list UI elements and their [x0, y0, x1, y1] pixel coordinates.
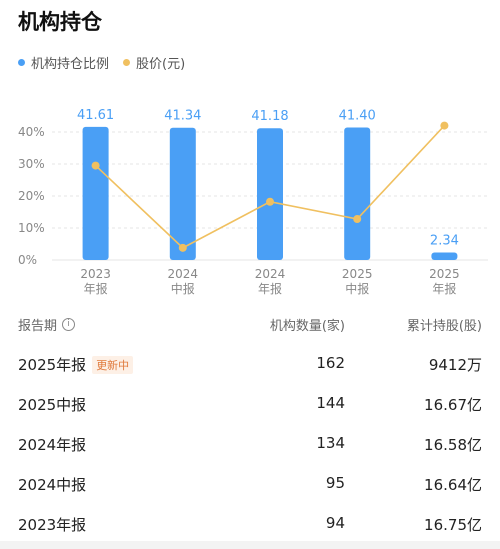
- legend-dot: [123, 59, 131, 66]
- chart-legend: 机构持仓比例 股价(元): [18, 53, 199, 72]
- price-point: [266, 197, 274, 206]
- x-tick-label-period: 中报: [171, 281, 195, 296]
- table-row[interactable]: 2025中报 144 16.67亿: [0, 384, 500, 424]
- bar: [344, 127, 371, 260]
- bar: [82, 126, 109, 261]
- legend-label: 机构持仓比例: [31, 57, 110, 72]
- x-tick-label-period: 年报: [84, 281, 108, 296]
- table-row[interactable]: 2024年报 134 16.58亿: [0, 424, 500, 464]
- page-title: 机构持仓: [18, 10, 102, 34]
- bar: [431, 252, 458, 260]
- holding-chart: 40% 30% 20% 10% 0% 41.61 41.34 41.18 41.40 2.34 20…: [18, 108, 488, 296]
- y-tick-label: 30%: [18, 157, 45, 171]
- row-period-cell: 2025中报: [18, 394, 86, 415]
- price-point: [353, 215, 362, 224]
- header-shares: 累计持股(股): [406, 319, 482, 334]
- row-shares: 16.75亿: [424, 516, 482, 534]
- row-shares: 9412万: [428, 356, 482, 374]
- row-period-cell: 2024中报: [18, 474, 86, 495]
- legend-item-holding-ratio[interactable]: 机构持仓比例: [18, 53, 109, 72]
- bar-data-label: 41.34: [164, 109, 201, 124]
- x-tick-label-period: 中报: [345, 281, 369, 296]
- y-tick-label: 40%: [18, 125, 45, 139]
- table-row[interactable]: 2025年报 更新中 162 9412万: [0, 344, 500, 384]
- header-count: 机构数量(家): [269, 319, 345, 334]
- bar: [169, 127, 196, 260]
- x-tick-label-year: 2023: [80, 267, 111, 281]
- row-period-cell: 2024年报: [18, 434, 86, 455]
- bar-data-label: 41.61: [77, 108, 114, 123]
- row-shares: 16.64亿: [424, 476, 482, 494]
- row-period: 2023年报: [18, 516, 87, 534]
- bar: [257, 128, 283, 260]
- x-tick-label-year: 2025: [342, 267, 373, 281]
- row-shares: 16.67亿: [424, 396, 482, 414]
- row-period-cell: 2025年报 更新中: [18, 354, 134, 375]
- row-shares: 16.58亿: [424, 436, 482, 454]
- x-tick-label-year: 2024: [168, 267, 199, 281]
- status-badge: 更新中: [92, 355, 134, 374]
- row-count: 134: [316, 434, 345, 452]
- row-period: 2024年报: [18, 436, 87, 454]
- table-row[interactable]: 2023年报 94 16.75亿: [0, 504, 500, 544]
- legend-item-stock-price[interactable]: 股价(元): [123, 53, 185, 72]
- row-period: 2025中报: [18, 396, 87, 414]
- bar-data-label: 41.18: [251, 109, 288, 124]
- x-tick-label-period: 年报: [258, 281, 282, 296]
- x-tick-label-year: 2025: [429, 267, 460, 281]
- price-point: [178, 243, 187, 252]
- bottom-divider: [0, 541, 500, 549]
- price-point: [440, 121, 449, 130]
- row-count: 94: [325, 514, 345, 532]
- table-header: 报告期 i 机构数量(家) 累计持股(股): [0, 304, 500, 344]
- info-icon[interactable]: i: [62, 318, 76, 331]
- header-period: 报告期 i: [18, 315, 76, 334]
- x-tick-label-year: 2024: [255, 267, 286, 281]
- y-tick-label: 10%: [18, 221, 45, 235]
- x-tick-label-period: 年报: [432, 281, 456, 296]
- table-row[interactable]: 2024中报 95 16.64亿: [0, 464, 500, 504]
- price-point: [91, 161, 100, 170]
- y-tick-label: 20%: [18, 189, 45, 203]
- legend-dot: [18, 59, 25, 66]
- legend-label: 股价(元): [136, 57, 186, 72]
- holding-table: 报告期 i 机构数量(家) 累计持股(股) 2025年报 更新中 162 941…: [0, 304, 500, 544]
- bar-data-label: 2.34: [430, 234, 459, 249]
- row-count: 144: [316, 394, 345, 412]
- row-period: 2025年报: [18, 356, 87, 374]
- bar-data-label: 41.40: [339, 109, 376, 124]
- row-count: 162: [316, 354, 345, 372]
- row-period-cell: 2023年报: [18, 514, 86, 535]
- header-period-label: 报告期: [18, 319, 58, 334]
- y-tick-label: 0%: [18, 253, 37, 267]
- row-count: 95: [325, 474, 345, 492]
- row-period: 2024中报: [18, 476, 87, 494]
